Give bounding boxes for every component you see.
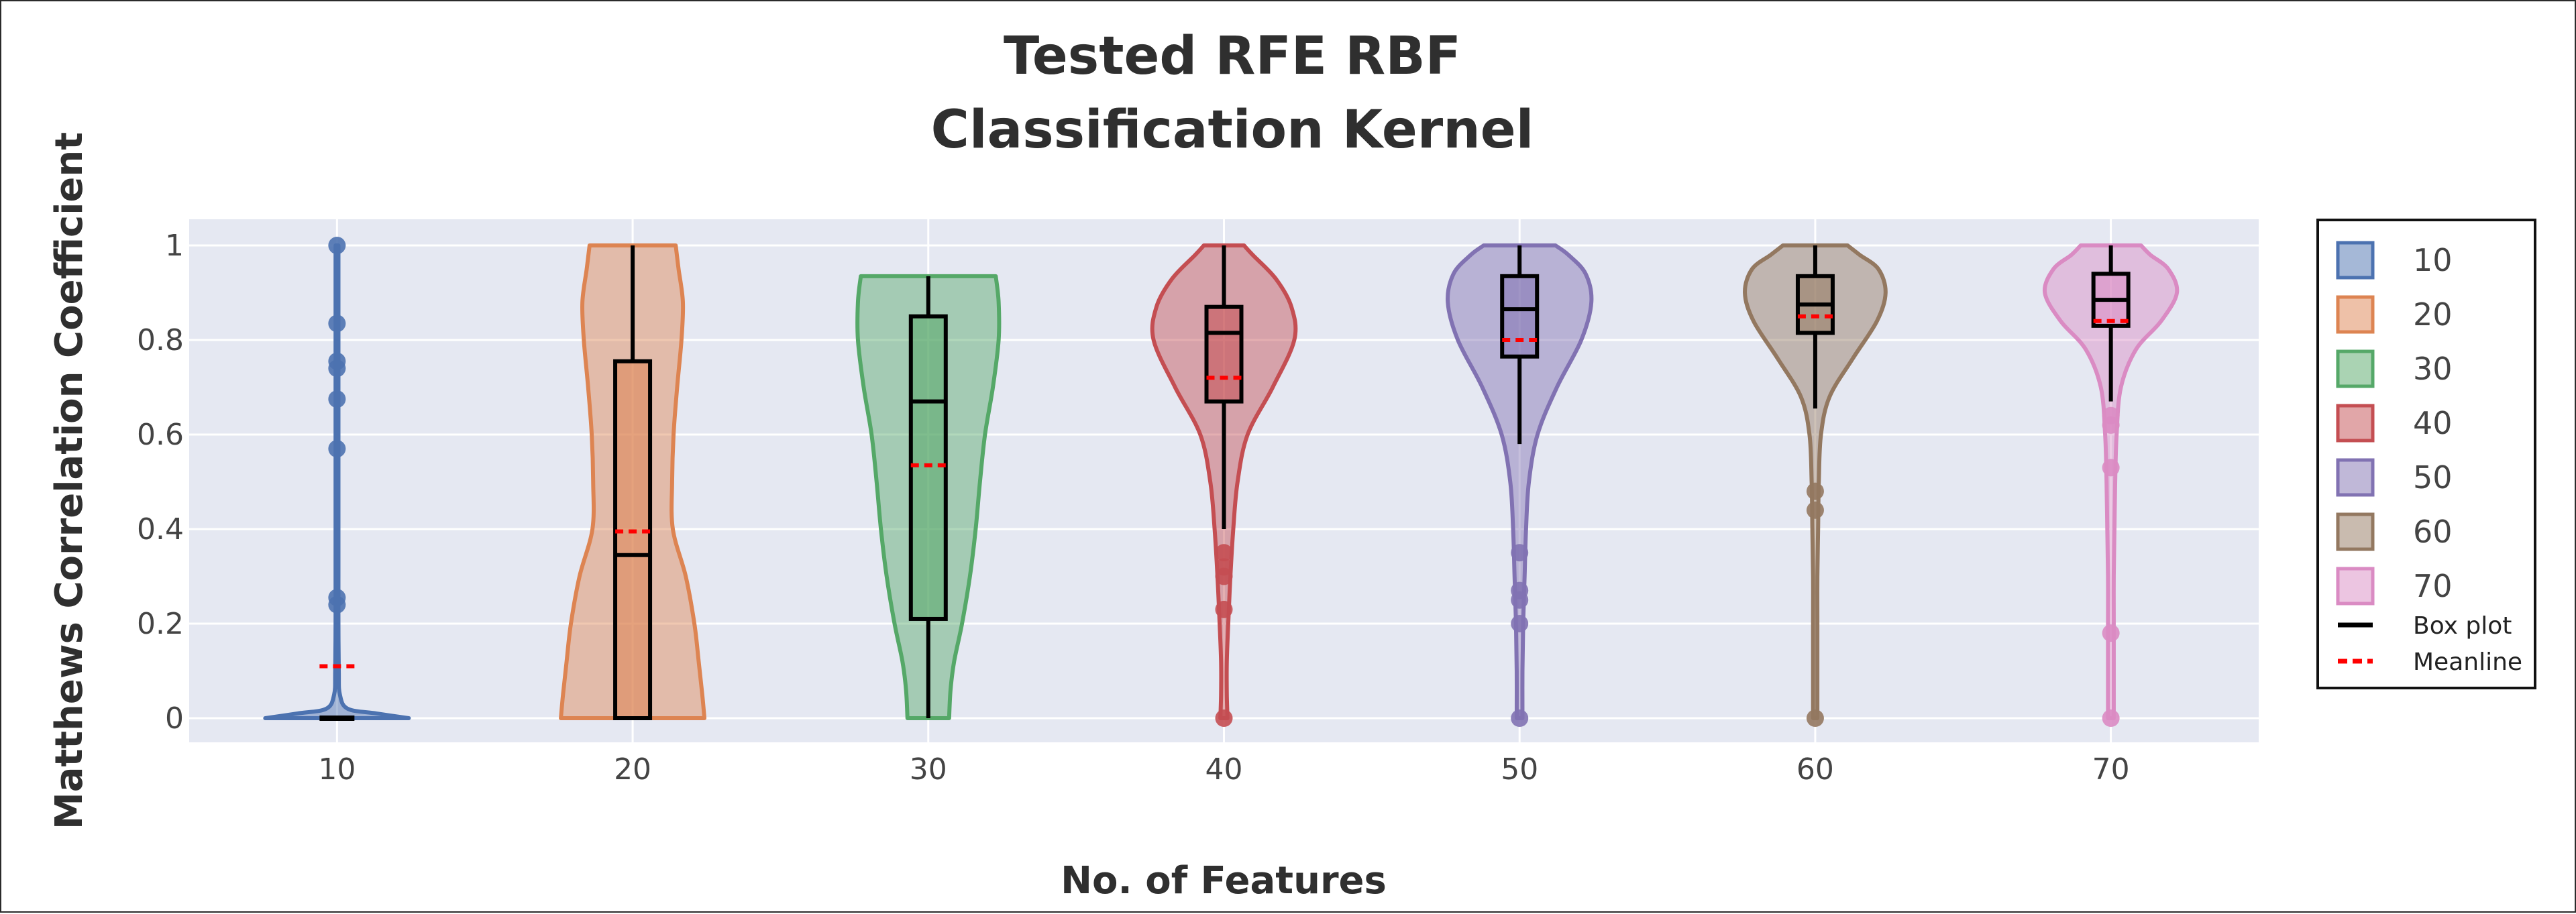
- violin-40: [1150, 243, 1298, 727]
- legend-item-20: 20: [2336, 295, 2453, 334]
- legend-label: 40: [2413, 405, 2453, 441]
- x-tick-label: 30: [910, 752, 947, 787]
- legend-item-10: 10: [2336, 241, 2453, 280]
- legend-item-60: 60: [2336, 512, 2453, 551]
- chart-title-line-2: Classification Kernel: [931, 100, 1534, 160]
- legend-label: 20: [2413, 296, 2453, 333]
- outlier-point: [328, 315, 346, 333]
- x-tick-label: 20: [614, 752, 651, 787]
- legend-item-70: 70: [2336, 567, 2453, 606]
- outlier-point: [328, 359, 346, 378]
- outlier-point: [328, 390, 346, 408]
- violin-60: [1743, 243, 1888, 727]
- y-tick-labels: 0 0.2 0.4 0.6 0.8 1: [137, 229, 184, 736]
- legend-swatch: [2336, 404, 2375, 443]
- y-tick-label: 0.8: [137, 323, 184, 357]
- legend-swatch: [2336, 241, 2375, 280]
- box-40: [1204, 304, 1244, 404]
- x-tick-label: 70: [2092, 752, 2130, 787]
- x-tick-labels: 10 20 30 40 50 60 70: [318, 752, 2129, 787]
- violin-body-70: [2042, 243, 2180, 720]
- box-50: [1500, 274, 1540, 359]
- violin-30: [855, 274, 1002, 720]
- y-axis-title: Matthews Correlation Coefficient: [48, 132, 91, 830]
- outlier-point: [2102, 416, 2120, 434]
- legend-item-30: 30: [2336, 349, 2453, 388]
- y-tick-label: 0.2: [137, 607, 184, 641]
- violin-20: [559, 243, 707, 720]
- outlier-point: [1511, 544, 1529, 562]
- outlier-point: [1215, 600, 1233, 618]
- legend-swatch: [2336, 567, 2375, 606]
- x-tick-label: 50: [1501, 752, 1538, 787]
- outlier-point: [328, 237, 346, 254]
- x-axis-title: No. of Features: [1061, 859, 1387, 903]
- legend-item-meanline: Meanline: [2338, 648, 2522, 676]
- legend: 10 20 30 40 50 60 70 Box plot Meanline: [2316, 219, 2536, 689]
- legend-label: 70: [2413, 568, 2453, 604]
- y-tick-label: 0: [165, 701, 184, 736]
- legend-item-box-plot: Box plot: [2338, 612, 2512, 640]
- legend-item-50: 50: [2336, 458, 2453, 497]
- violin-body-50: [1446, 243, 1594, 720]
- outlier-point: [328, 440, 346, 458]
- violin-50: [1446, 243, 1594, 727]
- outlier-point: [1215, 567, 1233, 585]
- outlier-point: [1511, 615, 1529, 632]
- legend-swatch: [2336, 349, 2375, 388]
- outlier-point: [1215, 709, 1233, 727]
- outlier-point: [1806, 482, 1824, 500]
- outlier-point: [2102, 709, 2120, 727]
- legend-label: 30: [2413, 351, 2453, 387]
- legend-label: 50: [2413, 459, 2453, 496]
- chart-title-line-1: Tested RFE RBF: [1004, 26, 1461, 87]
- legend-label: Meanline: [2413, 648, 2522, 676]
- outlier-point: [2102, 624, 2120, 642]
- outlier-point: [1806, 709, 1824, 727]
- x-tick-label: 10: [318, 752, 356, 787]
- outlier-point: [1806, 501, 1824, 519]
- y-tick-label: 1: [165, 229, 184, 263]
- legend-label: 10: [2413, 242, 2453, 278]
- violins: [263, 237, 2180, 727]
- legend-label: Box plot: [2413, 612, 2512, 640]
- violin-10: [263, 237, 411, 721]
- legend-label: 60: [2413, 514, 2453, 550]
- violin-body-60: [1743, 243, 1888, 720]
- y-tick-label: 0.6: [137, 418, 184, 452]
- legend-swatch: [2336, 512, 2375, 551]
- legend-swatch: [2336, 458, 2375, 497]
- legend-swatch: [2336, 295, 2375, 334]
- outlier-point: [1511, 709, 1529, 727]
- violin-70: [2042, 243, 2180, 727]
- outlier-point: [328, 595, 346, 614]
- outlier-point: [1215, 544, 1233, 562]
- outlier-point: [1511, 591, 1529, 609]
- legend-item-40: 40: [2336, 404, 2453, 443]
- outlier-point: [2102, 459, 2120, 477]
- x-tick-label: 40: [1205, 752, 1243, 787]
- x-tick-label: 60: [1796, 752, 1834, 787]
- box-30: [908, 314, 948, 621]
- y-tick-label: 0.4: [137, 512, 184, 547]
- box-20: [613, 359, 653, 720]
